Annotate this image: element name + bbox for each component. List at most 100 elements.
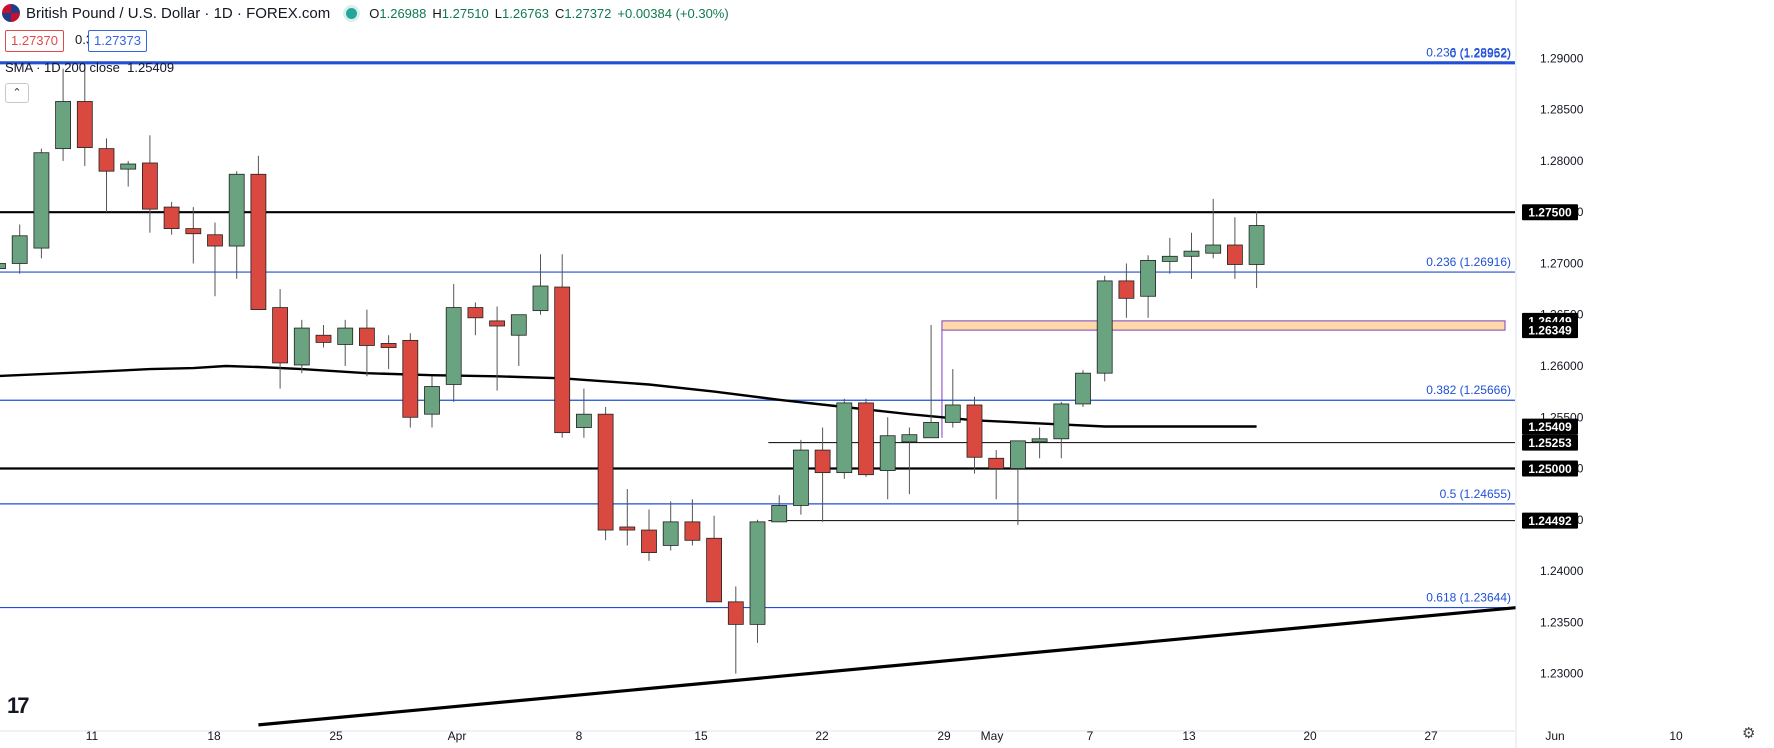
- fib-label: 0.5 (1.24655): [1440, 487, 1511, 501]
- candle-body[interactable]: [576, 413, 592, 428]
- candle-body[interactable]: [814, 449, 831, 474]
- candle-body[interactable]: [228, 173, 245, 247]
- candle-body[interactable]: [98, 148, 115, 172]
- fib-label: 0.618 (1.23644): [1426, 591, 1511, 605]
- y-tick-label: 1.28500: [1540, 103, 1584, 117]
- candle-body[interactable]: [554, 286, 571, 434]
- candle-body[interactable]: [0, 263, 6, 269]
- candle-body[interactable]: [1031, 438, 1048, 443]
- y-tick-label: 1.24000: [1540, 564, 1584, 578]
- candle-body[interactable]: [185, 228, 202, 235]
- y-tick-label: 1.28000: [1540, 154, 1584, 168]
- candle-body[interactable]: [879, 435, 896, 471]
- x-tick-label: 7: [1087, 729, 1094, 743]
- price-tag: [1522, 460, 1578, 477]
- sma-legend[interactable]: SMA · 1D 200 close 1.25409: [5, 60, 174, 75]
- price-tag-label: 1.26349: [1528, 324, 1572, 338]
- symbol-title[interactable]: British Pound / U.S. Dollar · 1D · FOREX…: [26, 4, 331, 22]
- candle-body[interactable]: [727, 601, 744, 625]
- sma-value: 1.25409: [127, 60, 175, 75]
- candle-body[interactable]: [836, 402, 853, 474]
- candle-body[interactable]: [1227, 244, 1243, 265]
- x-tick-label: 8: [576, 729, 583, 743]
- price-axis-background: [1516, 0, 1774, 748]
- candle-body[interactable]: [293, 327, 310, 366]
- candle-body[interactable]: [662, 521, 679, 546]
- candle-body[interactable]: [532, 285, 549, 312]
- x-tick-label: Jun: [1545, 729, 1564, 743]
- price-tag: [1522, 204, 1578, 221]
- candle-body[interactable]: [641, 529, 657, 554]
- price-tag-label: 1.25253: [1528, 436, 1572, 450]
- candle-body[interactable]: [55, 101, 71, 150]
- candle-body[interactable]: [966, 404, 983, 458]
- x-tick-label: May: [981, 729, 1004, 743]
- candle-body[interactable]: [901, 434, 918, 443]
- candle-body[interactable]: [597, 413, 614, 531]
- sma-label: SMA · 1D 200 close: [5, 60, 120, 75]
- y-tick-label: 1.26000: [1540, 359, 1584, 373]
- candle-body[interactable]: [11, 235, 28, 264]
- candle-body[interactable]: [1010, 440, 1026, 469]
- candle-body[interactable]: [1075, 372, 1091, 405]
- candle-body[interactable]: [33, 152, 50, 249]
- candle-body[interactable]: [858, 402, 874, 476]
- candle-body[interactable]: [337, 327, 354, 345]
- candle-body[interactable]: [207, 234, 223, 247]
- chevron-up-icon[interactable]: ⌃: [5, 83, 29, 103]
- y-tick-label: 1.29000: [1540, 51, 1584, 65]
- low-label: L: [494, 5, 502, 21]
- price-tag-label: 1.25000: [1528, 462, 1572, 476]
- gear-icon[interactable]: ⚙: [1742, 725, 1756, 742]
- candle-body[interactable]: [1096, 280, 1113, 374]
- candle-body[interactable]: [402, 339, 419, 418]
- candle-body[interactable]: [358, 327, 375, 346]
- price-tag: [1522, 434, 1578, 451]
- candle-body[interactable]: [988, 457, 1005, 469]
- candle-body[interactable]: [510, 314, 527, 336]
- candle-body[interactable]: [424, 386, 440, 415]
- sell-price-button[interactable]: 1.27370: [5, 30, 64, 52]
- candle-body[interactable]: [684, 521, 701, 541]
- candle-body[interactable]: [1053, 403, 1070, 440]
- candle-body[interactable]: [923, 421, 939, 439]
- candle-body[interactable]: [315, 334, 332, 343]
- candle-body[interactable]: [1118, 280, 1135, 299]
- candle-body[interactable]: [1161, 255, 1178, 262]
- x-tick-label: 18: [207, 729, 221, 743]
- gbpusd-flag-icon: [2, 4, 20, 22]
- candle-body[interactable]: [1205, 244, 1222, 254]
- candle-body[interactable]: [1183, 250, 1200, 257]
- candle-body[interactable]: [141, 162, 158, 210]
- price-tag: [1522, 418, 1578, 435]
- candle-body[interactable]: [1140, 259, 1156, 297]
- candle-body[interactable]: [445, 307, 462, 385]
- candle-body[interactable]: [749, 521, 766, 625]
- price-tag-label: 1.25409: [1528, 420, 1572, 434]
- x-tick-label: 22: [815, 729, 829, 743]
- candle-body[interactable]: [793, 449, 809, 506]
- high-value: 1.27510: [441, 5, 489, 21]
- candle-body[interactable]: [120, 163, 137, 170]
- candle-body[interactable]: [944, 404, 961, 423]
- candle-body[interactable]: [163, 206, 180, 230]
- candle-body[interactable]: [250, 173, 267, 311]
- candle-body[interactable]: [272, 307, 289, 364]
- buy-price-button[interactable]: 1.27373: [88, 30, 147, 52]
- fib-label: 0.236 (1.26916): [1426, 255, 1511, 269]
- change-value: +0.00384 (+0.30%): [617, 5, 729, 21]
- candle-body[interactable]: [467, 307, 484, 319]
- candle-body[interactable]: [1248, 225, 1265, 265]
- price-tag: [1522, 512, 1578, 529]
- candle-body[interactable]: [706, 537, 722, 603]
- low-value: 1.26763: [502, 5, 549, 21]
- trendline: [258, 605, 1518, 727]
- candle-body[interactable]: [771, 505, 788, 523]
- price-tag-label: 1.24492: [1528, 514, 1572, 528]
- candle-body[interactable]: [489, 320, 506, 327]
- candle-body[interactable]: [380, 343, 397, 348]
- candle-body[interactable]: [76, 101, 93, 148]
- candle-body[interactable]: [619, 526, 636, 531]
- support-zone: [941, 320, 1506, 331]
